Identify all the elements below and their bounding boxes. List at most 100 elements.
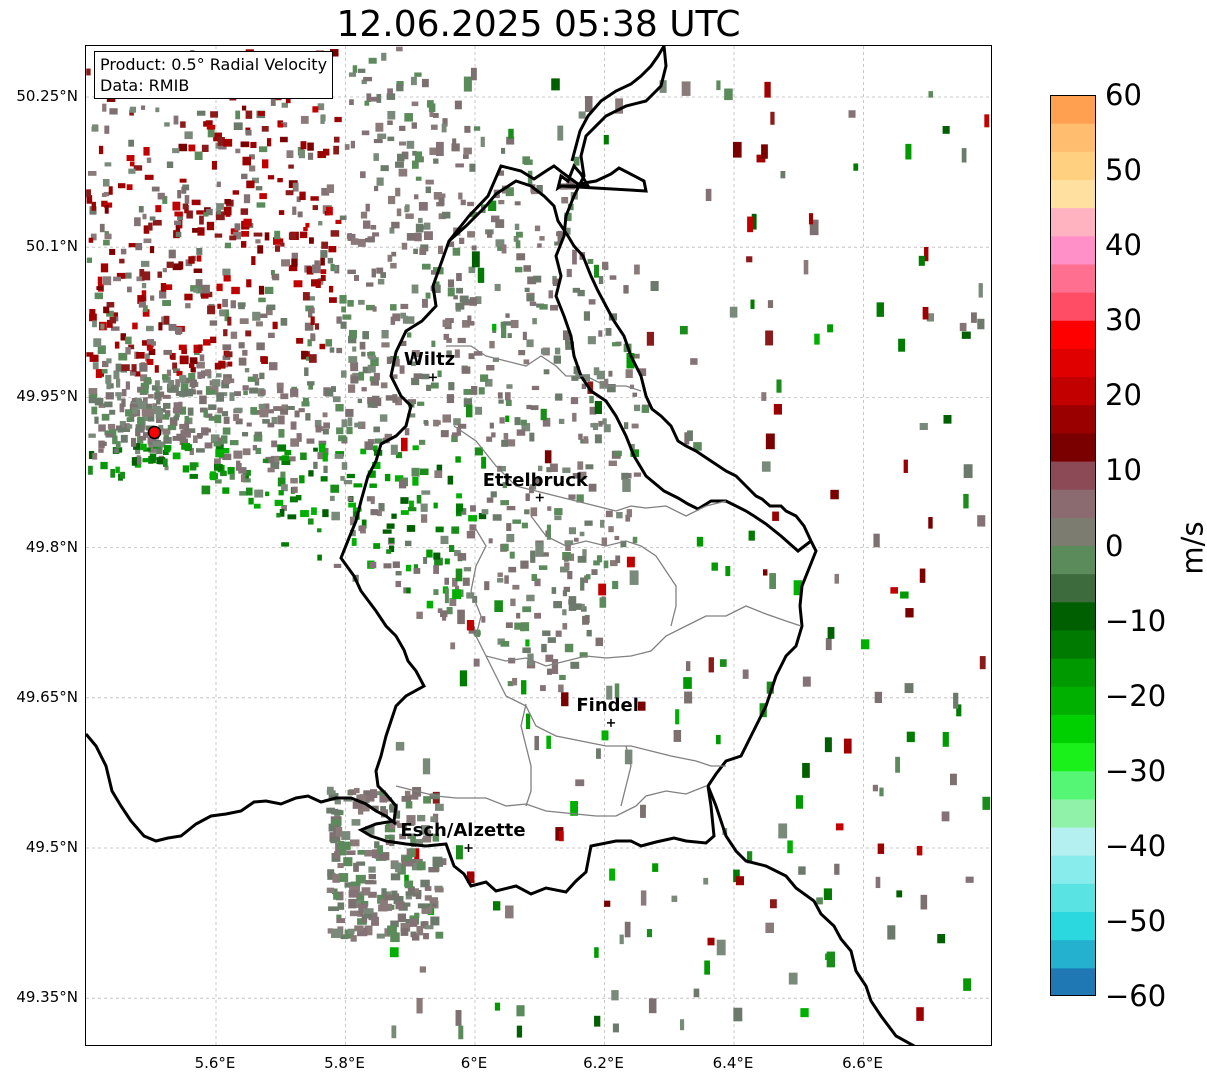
radar-echo	[148, 444, 157, 453]
radar-echo	[848, 110, 856, 118]
radar-echo	[406, 332, 412, 338]
radar-echo	[586, 629, 592, 637]
radar-echo	[412, 445, 419, 451]
radar-echo	[411, 361, 416, 367]
radar-echo	[90, 233, 97, 241]
radar-echo	[326, 807, 335, 814]
radar-echo	[450, 642, 456, 650]
radar-echo	[545, 654, 554, 662]
radar-echo	[358, 299, 365, 305]
radar-echo	[367, 400, 375, 408]
radar-echo	[547, 506, 552, 511]
radar-echo	[162, 300, 172, 307]
radar-echo	[411, 377, 420, 386]
radar-echo	[95, 369, 102, 379]
radar-echo	[473, 126, 481, 131]
radar-echo	[622, 478, 631, 492]
radar-echo	[389, 545, 395, 553]
radar-echo	[546, 524, 551, 540]
radar-echo	[203, 339, 211, 346]
radar-echo	[130, 437, 137, 447]
radar-echo	[300, 141, 307, 150]
radar-echo	[406, 140, 415, 149]
radar-echo	[357, 398, 363, 404]
radar-echo	[390, 304, 397, 311]
radar-echo	[411, 933, 420, 941]
radar-echo	[432, 284, 441, 293]
radar-echo	[292, 206, 297, 215]
radar-echo	[373, 153, 379, 161]
radar-echo	[941, 811, 950, 822]
radar-echo	[601, 537, 608, 546]
radar-echo	[394, 475, 404, 482]
radar-echo	[395, 571, 402, 576]
radar-echo	[824, 737, 832, 753]
radar-echo	[419, 966, 426, 973]
radar-echo	[173, 402, 179, 411]
radar-echo	[456, 287, 464, 294]
radar-echo	[491, 432, 496, 438]
radar-echo	[429, 793, 440, 800]
radar-echo	[102, 103, 107, 112]
radar-echo	[926, 313, 935, 322]
radar-echo	[351, 819, 361, 826]
radar-echo	[544, 450, 552, 464]
radar-echo	[703, 877, 709, 885]
radar-echo	[306, 438, 315, 444]
radar-echo	[582, 549, 587, 557]
radar-echo	[243, 475, 249, 480]
radar-echo	[197, 344, 203, 351]
radar-echo	[348, 502, 356, 508]
radar-echo	[606, 685, 613, 700]
radar-echo	[381, 809, 388, 818]
radar-echo	[809, 219, 819, 236]
radar-echo	[715, 734, 721, 745]
radar-echo	[292, 486, 298, 493]
radar-echo	[416, 926, 424, 936]
radar-echo	[233, 122, 243, 131]
radar-echo	[616, 512, 623, 519]
radar-echo	[456, 426, 462, 436]
radar-echo	[900, 591, 909, 599]
radar-echo	[596, 555, 603, 563]
radar-echo	[245, 330, 252, 337]
radar-map[interactable]	[85, 45, 992, 1046]
colorbar-segment	[1050, 320, 1096, 349]
radar-echo	[421, 825, 430, 835]
radar-echo	[229, 473, 235, 480]
radar-echo	[344, 144, 350, 150]
radar-echo	[578, 111, 586, 119]
radar-echo	[247, 376, 256, 382]
radar-echo	[178, 401, 183, 409]
radar-echo	[199, 215, 204, 225]
radar-echo	[436, 464, 443, 473]
radar-echo	[216, 283, 223, 292]
radar-echo	[306, 266, 314, 275]
radar-echo	[136, 276, 145, 282]
radar-echo	[132, 407, 138, 415]
radar-echo	[286, 405, 295, 410]
radar-echo	[540, 685, 546, 692]
radar-echo	[350, 238, 359, 245]
radar-echo	[520, 419, 527, 426]
radar-echo	[232, 190, 240, 195]
radar-echo	[470, 67, 477, 81]
radar-echo	[280, 136, 288, 143]
radar-echo	[523, 359, 530, 365]
radar-echo	[311, 507, 317, 515]
radar-echo	[370, 224, 377, 230]
radar-echo	[384, 433, 393, 439]
radar-echo	[501, 439, 508, 447]
radar-echo	[96, 286, 103, 291]
radar-echo	[343, 857, 353, 867]
radar-echo	[384, 473, 391, 482]
radar-echo	[446, 394, 455, 404]
radar-echo	[400, 437, 408, 452]
radar-echo	[100, 323, 105, 330]
radar-echo	[272, 321, 278, 330]
radar-echo	[318, 221, 323, 226]
radar-echo	[356, 794, 367, 803]
radar-echo	[412, 889, 422, 897]
radar-echo	[175, 379, 180, 387]
colorbar-segment	[1050, 489, 1096, 518]
